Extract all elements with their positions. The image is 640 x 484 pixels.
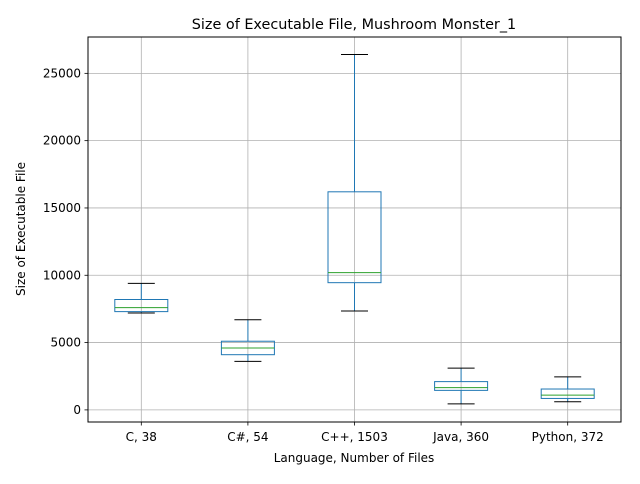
x-tick-label: C#, 54 [227,430,268,444]
plot-area: 0 5000 10000 15000 20000 25000 C, 38 C#, 54 C++,… [43,36,622,444]
y-tick-label: 15000 [43,201,81,215]
y-tick-label: 10000 [43,268,81,282]
x-tick-label: C, 38 [126,430,157,444]
y-tick-label: 20000 [43,134,81,148]
box-iqr [114,299,169,313]
x-axis-label: Language, Number of Files [274,451,435,465]
x-tick-label: C++, 1503 [321,430,388,444]
y-tick-label: 5000 [50,336,81,350]
box-iqr [434,381,489,391]
box-iqr [540,388,595,399]
x-tick-label: Java, 360 [432,430,489,444]
y-tick-label: 25000 [43,66,81,80]
y-axis-label: Size of Executable File [14,162,28,296]
box-iqr [327,191,382,284]
y-tick-label: 0 [73,403,81,417]
chart-title: Size of Executable File, Mushroom Monste… [192,17,516,33]
x-tick-label: Python, 372 [532,430,604,444]
